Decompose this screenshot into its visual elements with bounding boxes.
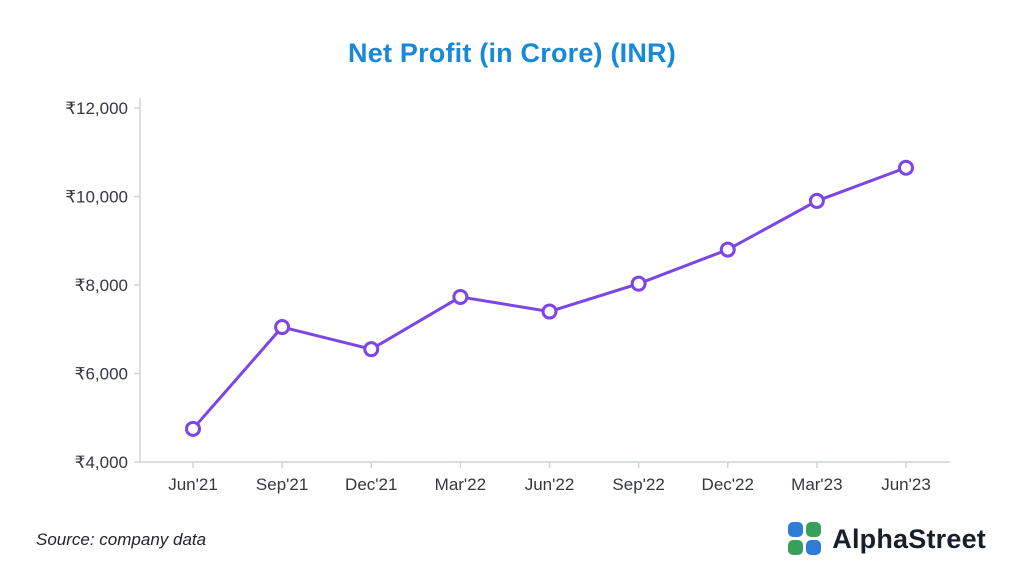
x-axis-label: Jun'23 bbox=[881, 475, 931, 494]
y-axis-label: ₹8,000 bbox=[75, 276, 128, 295]
net-profit-line-chart: ₹4,000 ₹6,000 ₹8,000 ₹10,000 ₹12,000 Jun'21 Se… bbox=[65, 98, 950, 494]
logo-petal-bottom-right bbox=[806, 540, 822, 555]
chart-title: Net Profit (in Crore) (INR) bbox=[348, 38, 676, 68]
data-point-marker bbox=[541, 303, 558, 320]
data-point-marker bbox=[630, 275, 647, 292]
x-axis-label: Sep'21 bbox=[256, 475, 308, 494]
net-profit-line-series bbox=[191, 166, 908, 431]
logo-petal-top-left bbox=[788, 522, 804, 537]
logo-petal-bottom-left bbox=[788, 540, 804, 555]
x-axis-label: Dec'21 bbox=[345, 475, 397, 494]
y-axis-label: ₹10,000 bbox=[65, 188, 128, 207]
x-axis-label: Mar'23 bbox=[791, 475, 842, 494]
data-point-marker bbox=[898, 159, 914, 176]
logo-petal-top-right bbox=[806, 522, 822, 537]
data-point-marker bbox=[719, 241, 736, 258]
x-axis-label: Jun'21 bbox=[168, 475, 218, 494]
y-axis-label: ₹12,000 bbox=[65, 99, 128, 118]
data-point-marker bbox=[808, 192, 825, 209]
data-point-marker bbox=[363, 341, 380, 358]
x-axis-label: Jun'22 bbox=[525, 475, 575, 494]
alphastreet-logo: AlphaStreet bbox=[788, 522, 986, 556]
x-axis-label: Dec'22 bbox=[702, 475, 754, 494]
data-point-marker bbox=[452, 288, 469, 305]
data-point-marker bbox=[274, 319, 291, 336]
y-axis-label: ₹4,000 bbox=[75, 453, 128, 472]
x-axis-label: Sep'22 bbox=[612, 475, 664, 494]
source-note: Source: company data bbox=[36, 530, 207, 549]
x-axis-label: Mar'22 bbox=[435, 475, 486, 494]
y-axis-label: ₹6,000 bbox=[75, 365, 128, 384]
alphastreet-logo-text: AlphaStreet bbox=[832, 523, 986, 554]
data-point-marker bbox=[185, 420, 201, 437]
alphastreet-logo-icon bbox=[788, 522, 822, 556]
